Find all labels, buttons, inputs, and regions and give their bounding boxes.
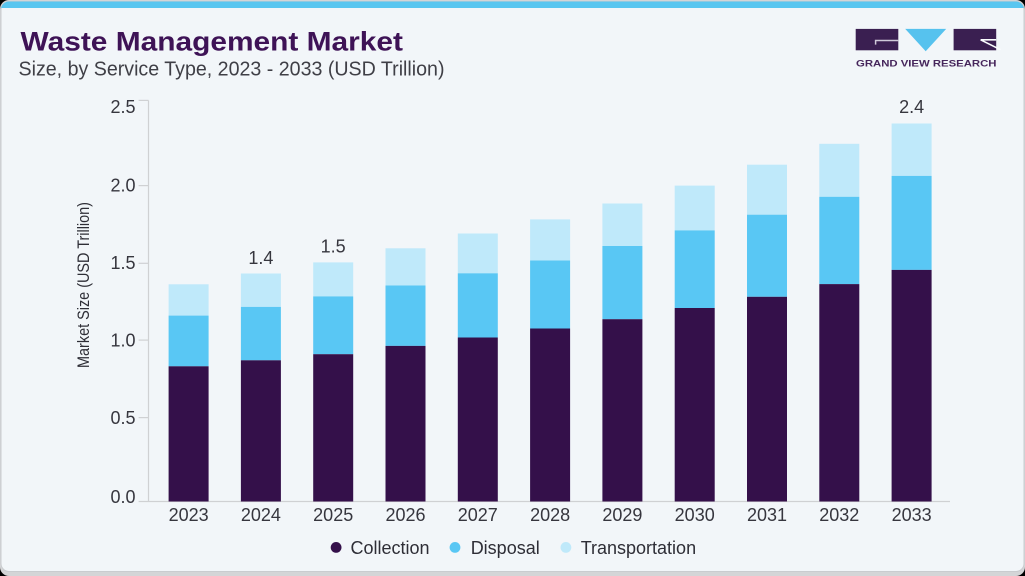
- svg-text:2026: 2026: [385, 505, 425, 525]
- svg-text:Market Size (USD Trillion): Market Size (USD Trillion): [75, 202, 93, 368]
- svg-text:0.5: 0.5: [110, 408, 135, 428]
- svg-text:1.5: 1.5: [321, 236, 346, 256]
- svg-text:2031: 2031: [747, 505, 787, 525]
- svg-text:2027: 2027: [458, 505, 498, 525]
- svg-text:2.0: 2.0: [110, 175, 135, 195]
- svg-text:Transportation: Transportation: [581, 538, 696, 558]
- svg-text:0.0: 0.0: [110, 487, 135, 507]
- svg-text:2029: 2029: [602, 505, 642, 525]
- svg-text:2.5: 2.5: [110, 97, 135, 117]
- svg-text:2032: 2032: [819, 505, 859, 525]
- svg-text:Collection: Collection: [351, 538, 430, 558]
- svg-text:2025: 2025: [313, 505, 353, 525]
- svg-text:1.4: 1.4: [248, 248, 273, 268]
- svg-text:2030: 2030: [675, 505, 715, 525]
- svg-text:1.0: 1.0: [110, 331, 135, 351]
- svg-text:2033: 2033: [892, 505, 932, 525]
- svg-text:2023: 2023: [169, 505, 209, 525]
- svg-text:Size, by Service Type, 2023 -: Size, by Service Type, 2023 - 2033 (USD …: [19, 58, 445, 81]
- svg-text:Waste Management Market: Waste Management Market: [21, 27, 404, 57]
- svg-text:GRAND VIEW RESEARCH: GRAND VIEW RESEARCH: [856, 58, 997, 68]
- svg-text:2024: 2024: [241, 505, 281, 525]
- svg-text:2028: 2028: [530, 505, 570, 525]
- svg-text:1.5: 1.5: [110, 253, 135, 273]
- svg-text:Disposal: Disposal: [471, 538, 540, 558]
- svg-text:2.4: 2.4: [899, 97, 924, 117]
